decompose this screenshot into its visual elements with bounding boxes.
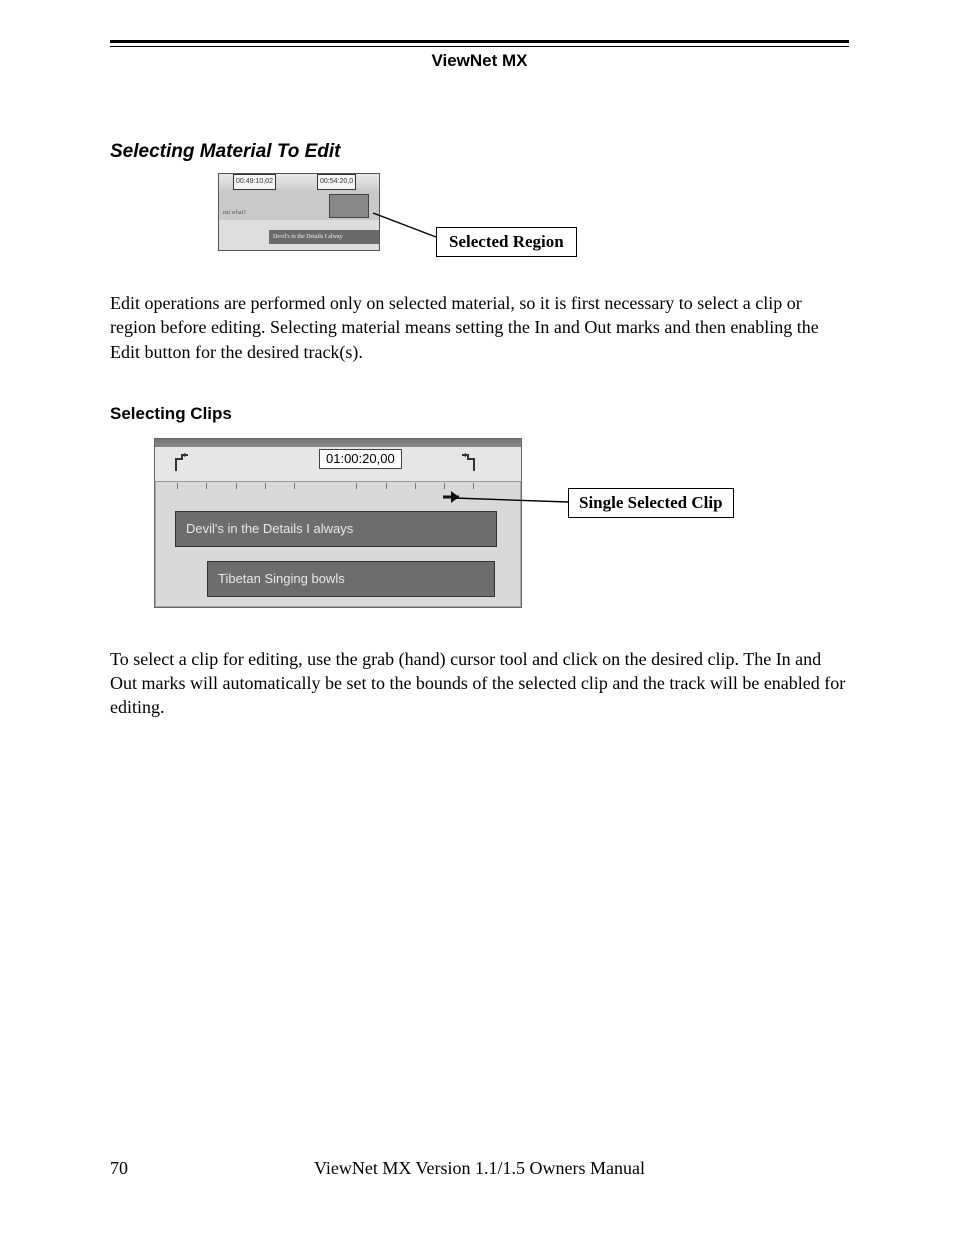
track-clip-1: Devil's in the Details I always — [175, 511, 497, 547]
callout-single-clip: Single Selected Clip — [568, 488, 734, 518]
footer-text: ViewNet MX Version 1.1/1.5 Owners Manual — [170, 1158, 849, 1179]
in-timecode: 00:49:10,02 — [233, 174, 276, 190]
in-mark-icon — [173, 453, 195, 475]
callout-leader-line — [454, 492, 574, 512]
window-topbar — [155, 439, 521, 447]
callout-leader-line — [373, 213, 443, 243]
figure-selected-region: 00:49:10,02 00:54:20,0 nst what? Devil's… — [110, 173, 849, 273]
section-heading: Selecting Material To Edit — [110, 141, 849, 163]
selected-clip-box — [329, 194, 369, 218]
track-midrow: nst what? — [219, 190, 379, 220]
screenshot-region: 00:49:10,02 00:54:20,0 nst what? Devil's… — [218, 173, 380, 251]
callout-selected-region: Selected Region — [436, 227, 577, 257]
page-number: 70 — [110, 1158, 170, 1179]
subsection-heading: Selecting Clips — [110, 404, 849, 424]
track-clip-2: Tibetan Singing bowls — [207, 561, 495, 597]
paragraph-clips: To select a clip for editing, use the gr… — [110, 647, 849, 720]
track-bottom: Devil's in the Details I alway — [269, 230, 379, 244]
paragraph-intro: Edit operations are performed only on se… — [110, 291, 849, 364]
out-timecode: 00:54:20,0 — [317, 174, 356, 190]
header-title: ViewNet MX — [110, 51, 849, 71]
figure-single-clip: 01:00:20,00 Devil's in the Details I alw… — [154, 438, 849, 613]
clip-label: nst what? — [223, 210, 246, 216]
out-mark-icon — [455, 453, 477, 475]
header-rule — [110, 40, 849, 47]
screenshot-clips: 01:00:20,00 Devil's in the Details I alw… — [154, 438, 522, 608]
page-footer: 70 ViewNet MX Version 1.1/1.5 Owners Man… — [0, 1158, 954, 1179]
timecode-display: 01:00:20,00 — [319, 449, 402, 469]
